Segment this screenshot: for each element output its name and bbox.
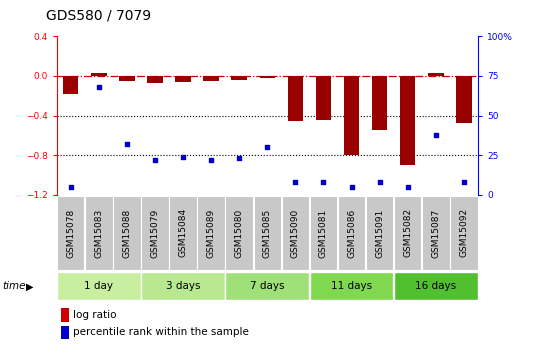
Bar bbox=[226, 196, 253, 270]
Bar bbox=[366, 196, 393, 270]
Bar bbox=[288, 76, 303, 120]
Text: GSM15078: GSM15078 bbox=[66, 208, 75, 257]
Bar bbox=[310, 196, 337, 270]
Text: GDS580 / 7079: GDS580 / 7079 bbox=[46, 8, 151, 22]
Bar bbox=[400, 76, 415, 165]
Text: log ratio: log ratio bbox=[73, 310, 117, 320]
Text: GSM15082: GSM15082 bbox=[403, 208, 412, 257]
Text: GSM15089: GSM15089 bbox=[207, 208, 215, 257]
Text: GSM15083: GSM15083 bbox=[94, 208, 103, 257]
Point bbox=[151, 157, 159, 163]
Bar bbox=[91, 73, 106, 76]
Bar bbox=[85, 196, 112, 270]
Point bbox=[179, 154, 187, 160]
Bar bbox=[176, 76, 191, 82]
Text: GSM15086: GSM15086 bbox=[347, 208, 356, 257]
Text: time: time bbox=[3, 282, 26, 291]
Text: GSM15080: GSM15080 bbox=[235, 208, 244, 257]
Bar bbox=[260, 76, 275, 78]
Text: GSM15085: GSM15085 bbox=[263, 208, 272, 257]
Bar bbox=[310, 273, 393, 300]
Point bbox=[94, 84, 103, 90]
Point bbox=[263, 145, 272, 150]
Bar bbox=[170, 196, 197, 270]
Point bbox=[319, 179, 328, 185]
Point bbox=[123, 141, 131, 147]
Bar bbox=[254, 196, 281, 270]
Text: GSM15081: GSM15081 bbox=[319, 208, 328, 257]
Point bbox=[207, 157, 215, 163]
Text: GSM15092: GSM15092 bbox=[460, 208, 468, 257]
Text: GSM15079: GSM15079 bbox=[151, 208, 159, 257]
Text: 7 days: 7 days bbox=[250, 282, 285, 291]
Bar bbox=[61, 326, 69, 339]
Bar bbox=[147, 76, 163, 83]
Point bbox=[460, 179, 468, 185]
Text: ▶: ▶ bbox=[26, 282, 33, 291]
Bar bbox=[394, 196, 421, 270]
Point bbox=[291, 179, 300, 185]
Bar bbox=[61, 308, 69, 322]
Text: GSM15084: GSM15084 bbox=[179, 208, 187, 257]
Point bbox=[235, 156, 244, 161]
Point bbox=[66, 184, 75, 190]
Point bbox=[347, 184, 356, 190]
Point bbox=[375, 179, 384, 185]
Bar bbox=[394, 273, 477, 300]
Bar bbox=[63, 76, 78, 94]
Bar bbox=[198, 196, 225, 270]
Text: 1 day: 1 day bbox=[84, 282, 113, 291]
Bar bbox=[141, 273, 225, 300]
Bar bbox=[450, 196, 477, 270]
Text: GSM15091: GSM15091 bbox=[375, 208, 384, 257]
Bar bbox=[428, 73, 443, 76]
Bar bbox=[119, 76, 134, 81]
Point bbox=[431, 132, 440, 137]
Text: 11 days: 11 days bbox=[331, 282, 372, 291]
Bar bbox=[338, 196, 365, 270]
Bar bbox=[344, 76, 359, 155]
Bar bbox=[57, 273, 140, 300]
Text: GSM15087: GSM15087 bbox=[431, 208, 440, 257]
Bar bbox=[456, 76, 471, 122]
Bar bbox=[316, 76, 331, 119]
Text: GSM15088: GSM15088 bbox=[123, 208, 131, 257]
Bar bbox=[113, 196, 140, 270]
Bar bbox=[232, 76, 247, 80]
Text: percentile rank within the sample: percentile rank within the sample bbox=[73, 327, 249, 337]
Bar bbox=[282, 196, 309, 270]
Bar bbox=[422, 196, 449, 270]
Text: 16 days: 16 days bbox=[415, 282, 456, 291]
Bar bbox=[141, 196, 168, 270]
Text: 3 days: 3 days bbox=[166, 282, 200, 291]
Bar bbox=[372, 76, 387, 130]
Bar bbox=[204, 76, 219, 81]
Text: GSM15090: GSM15090 bbox=[291, 208, 300, 257]
Bar bbox=[57, 196, 84, 270]
Point bbox=[403, 184, 412, 190]
Bar bbox=[226, 273, 309, 300]
